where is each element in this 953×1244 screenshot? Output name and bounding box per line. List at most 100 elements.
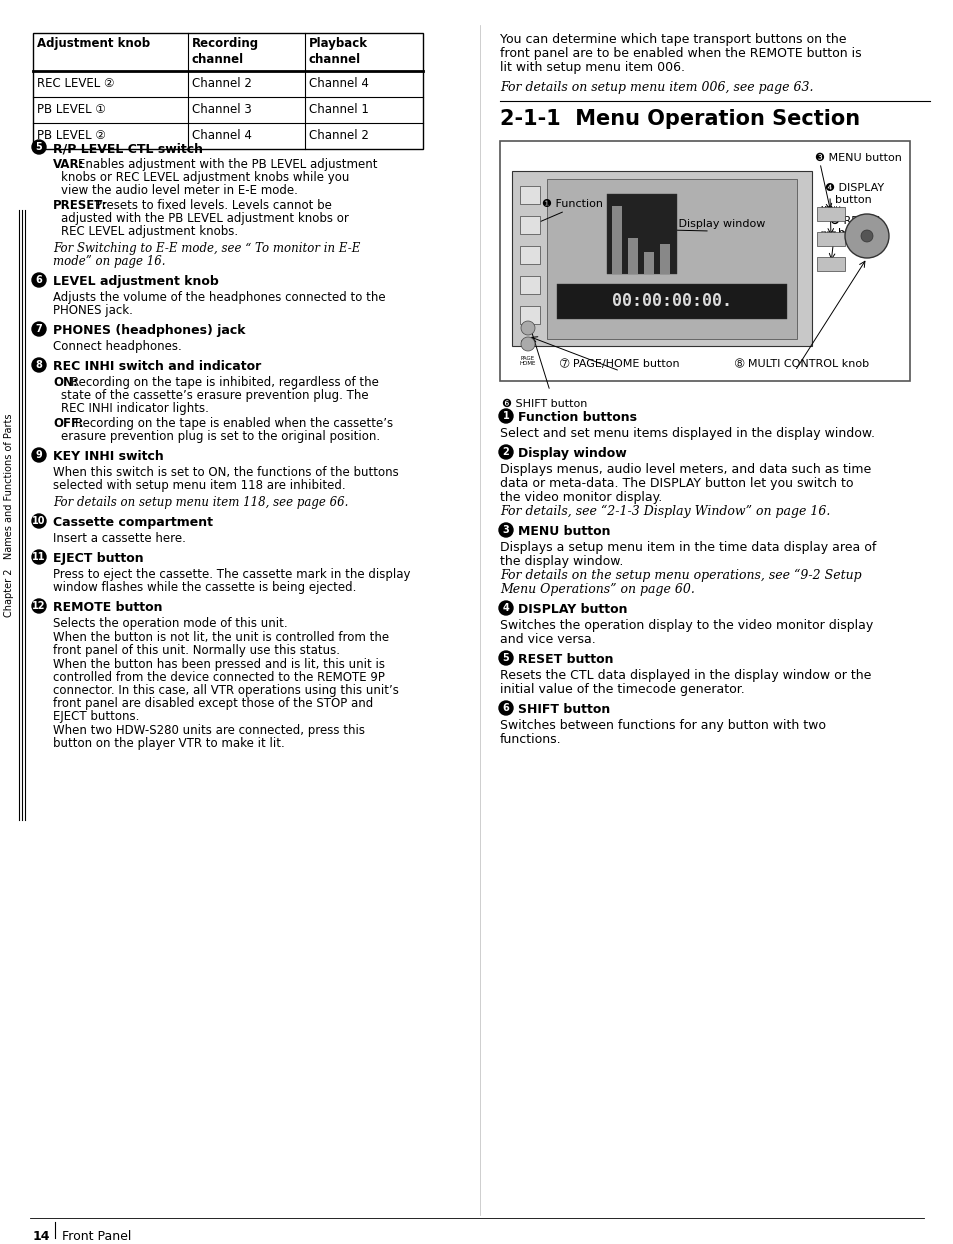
Text: ➇ MULTI CONTROL knob: ➇ MULTI CONTROL knob xyxy=(734,360,868,369)
Text: EJECT buttons.: EJECT buttons. xyxy=(53,710,139,723)
Text: connector. In this case, all VTR operations using this unit’s: connector. In this case, all VTR operati… xyxy=(53,684,398,697)
Circle shape xyxy=(498,702,513,715)
Text: mode” on page 16.: mode” on page 16. xyxy=(53,255,165,267)
Text: LEVEL adjustment knob: LEVEL adjustment knob xyxy=(53,275,218,289)
Text: Recording
channel: Recording channel xyxy=(192,37,259,66)
Text: SHIFT button: SHIFT button xyxy=(517,703,610,717)
Text: DISPLAY button: DISPLAY button xyxy=(517,603,627,616)
Text: MENU: MENU xyxy=(820,207,840,211)
Circle shape xyxy=(498,651,513,666)
Bar xyxy=(519,306,539,323)
Circle shape xyxy=(861,230,872,243)
Text: 3: 3 xyxy=(502,525,509,535)
Circle shape xyxy=(498,601,513,615)
Text: initial value of the timecode generator.: initial value of the timecode generator. xyxy=(499,683,744,695)
Text: 11: 11 xyxy=(32,552,46,562)
Text: Display window: Display window xyxy=(517,447,626,460)
Text: Front Panel: Front Panel xyxy=(62,1230,132,1243)
Text: functions.: functions. xyxy=(499,733,561,746)
Text: REC LEVEL ②: REC LEVEL ② xyxy=(37,77,114,90)
Text: lit with setup menu item 006.: lit with setup menu item 006. xyxy=(499,61,684,73)
Text: Channel 2: Channel 2 xyxy=(192,77,252,90)
Text: For details on setup menu item 118, see page 66.: For details on setup menu item 118, see … xyxy=(53,496,348,509)
Circle shape xyxy=(32,322,46,336)
Text: 2: 2 xyxy=(502,447,509,457)
Text: REC INHI switch and indicator: REC INHI switch and indicator xyxy=(53,360,261,373)
Circle shape xyxy=(498,445,513,459)
Text: Channel 3: Channel 3 xyxy=(192,103,252,116)
Circle shape xyxy=(32,514,46,527)
Text: Press to eject the cassette. The cassette mark in the display: Press to eject the cassette. The cassett… xyxy=(53,569,410,581)
Text: For details on the setup menu operations, see “9-2 Setup: For details on the setup menu operations… xyxy=(499,569,861,582)
Text: window flashes while the cassette is being ejected.: window flashes while the cassette is bei… xyxy=(53,581,356,593)
Text: Channel 4: Channel 4 xyxy=(192,129,252,142)
Circle shape xyxy=(32,141,46,154)
Text: 8: 8 xyxy=(35,360,42,369)
Text: DISPLAY: DISPLAY xyxy=(820,231,844,236)
Bar xyxy=(816,258,844,271)
Text: EJECT button: EJECT button xyxy=(53,552,144,565)
Bar xyxy=(659,223,669,274)
Text: Displays a setup menu item in the time data display area of: Displays a setup menu item in the time d… xyxy=(499,541,876,554)
Text: REC INHI indicator lights.: REC INHI indicator lights. xyxy=(61,402,209,415)
Text: Displays menus, audio level meters, and data such as time: Displays menus, audio level meters, and … xyxy=(499,463,870,476)
Bar xyxy=(519,246,539,264)
Text: Recording on the tape is enabled when the cassette’s: Recording on the tape is enabled when th… xyxy=(75,417,393,430)
Text: ON:: ON: xyxy=(53,376,78,389)
Text: selected with setup menu item 118 are inhibited.: selected with setup menu item 118 are in… xyxy=(53,479,345,491)
Text: 6: 6 xyxy=(35,275,42,285)
Bar xyxy=(519,276,539,294)
Text: controlled from the device connected to the REMOTE 9P: controlled from the device connected to … xyxy=(53,671,384,684)
Bar xyxy=(816,207,844,221)
Text: PB LEVEL ①: PB LEVEL ① xyxy=(37,103,106,116)
Circle shape xyxy=(32,358,46,372)
Text: When the button is not lit, the unit is controlled from the: When the button is not lit, the unit is … xyxy=(53,631,389,644)
Text: Adjustment knob: Adjustment knob xyxy=(37,37,150,50)
Text: erasure prevention plug is set to the original position.: erasure prevention plug is set to the or… xyxy=(61,430,379,443)
Text: 7: 7 xyxy=(35,323,42,333)
Text: 5: 5 xyxy=(35,142,42,152)
Text: ❸ MENU button: ❸ MENU button xyxy=(814,153,901,163)
Text: the video monitor display.: the video monitor display. xyxy=(499,491,661,504)
Text: REC LEVEL adjustment knobs.: REC LEVEL adjustment knobs. xyxy=(61,225,238,238)
Bar xyxy=(606,194,677,274)
Bar xyxy=(33,34,422,149)
Text: data or meta-data. The DISPLAY button let you switch to: data or meta-data. The DISPLAY button le… xyxy=(499,476,853,490)
Text: ❹ DISPLAY: ❹ DISPLAY xyxy=(824,183,883,193)
Text: PRESET:: PRESET: xyxy=(53,199,108,211)
Text: MENU button: MENU button xyxy=(517,525,610,537)
Text: 00:00:00:00.: 00:00:00:00. xyxy=(612,292,731,310)
Text: Switches the operation display to the video monitor display: Switches the operation display to the vi… xyxy=(499,620,872,632)
Text: PHONES (headphones) jack: PHONES (headphones) jack xyxy=(53,323,245,337)
Text: HOME: HOME xyxy=(519,361,536,366)
Text: button: button xyxy=(834,195,871,205)
Text: Channel 2: Channel 2 xyxy=(309,129,369,142)
Text: the display window.: the display window. xyxy=(499,555,622,569)
Text: R/P LEVEL CTL switch: R/P LEVEL CTL switch xyxy=(53,142,203,156)
Text: Select and set menu items displayed in the display window.: Select and set menu items displayed in t… xyxy=(499,427,874,440)
Text: ❻ SHIFT button: ❻ SHIFT button xyxy=(501,399,587,409)
Text: Channel 1: Channel 1 xyxy=(309,103,369,116)
Text: Selects the operation mode of this unit.: Selects the operation mode of this unit. xyxy=(53,617,287,629)
Text: RESET: RESET xyxy=(820,261,839,266)
Text: front panel are disabled except those of the STOP and: front panel are disabled except those of… xyxy=(53,697,373,710)
Circle shape xyxy=(32,448,46,462)
Text: VAR:: VAR: xyxy=(53,158,85,170)
Text: For details on setup menu item 006, see page 63.: For details on setup menu item 006, see … xyxy=(499,81,813,95)
Text: When two HDW-S280 units are connected, press this: When two HDW-S280 units are connected, p… xyxy=(53,724,365,736)
Text: Recording on the tape is inhibited, regardless of the: Recording on the tape is inhibited, rega… xyxy=(71,376,378,389)
Text: 12: 12 xyxy=(32,601,46,611)
Text: button on the player VTR to make it lit.: button on the player VTR to make it lit. xyxy=(53,736,284,750)
Text: 4: 4 xyxy=(502,603,509,613)
Text: ❺ RESET: ❺ RESET xyxy=(829,216,879,226)
Text: 2-1-1  Menu Operation Section: 2-1-1 Menu Operation Section xyxy=(499,109,860,129)
Text: SHIFT: SHIFT xyxy=(519,340,536,345)
Text: Chapter 2   Names and Functions of Parts: Chapter 2 Names and Functions of Parts xyxy=(4,413,14,617)
Text: REMOTE button: REMOTE button xyxy=(53,601,162,615)
Circle shape xyxy=(498,409,513,423)
Circle shape xyxy=(32,550,46,564)
Text: Cassette compartment: Cassette compartment xyxy=(53,516,213,529)
Text: Playback
channel: Playback channel xyxy=(309,37,368,66)
Text: For Switching to E-E mode, see “ To monitor in E-E: For Switching to E-E mode, see “ To moni… xyxy=(53,243,360,255)
Text: OFF:: OFF: xyxy=(53,417,83,430)
